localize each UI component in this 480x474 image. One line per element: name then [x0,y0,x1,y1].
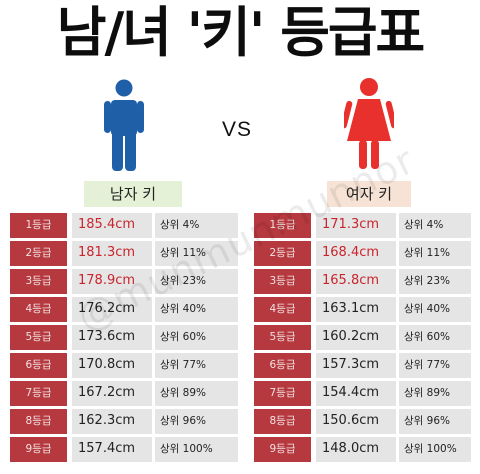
height-cell: 171.3cm [316,213,396,238]
height-cell: 154.4cm [316,381,396,406]
height-cell: 160.2cm [316,325,396,350]
percentile-cell: 상위 60% [399,325,471,350]
percentile-cell: 상위 4% [155,213,238,238]
grade-cell: 8등급 [10,409,67,434]
percentile-cell: 상위 11% [399,241,471,266]
man-figure-icon [104,79,144,171]
height-cell: 165.8cm [316,269,396,294]
percentile-cell: 상위 4% [399,213,471,238]
male-height-label: 남자 키 [84,181,182,207]
percentile-cell: 상위 40% [399,297,471,322]
height-cell: 163.1cm [316,297,396,322]
percentile-cell: 상위 100% [399,437,471,462]
percentile-cell: 상위 89% [155,381,238,406]
height-cell: 170.8cm [72,353,152,378]
grade-cell: 7등급 [254,381,311,406]
percentile-cell: 상위 40% [155,297,238,322]
grade-cell: 8등급 [254,409,311,434]
grade-cell: 9등급 [10,437,67,462]
grade-cell: 1등급 [254,213,311,238]
percentile-cell: 상위 96% [155,409,238,434]
height-cell: 157.4cm [72,437,152,462]
grade-cell: 7등급 [10,381,67,406]
percentile-cell: 상위 23% [155,269,238,294]
grade-cell: 3등급 [254,269,311,294]
percentile-cell: 상위 77% [399,353,471,378]
percentile-cell: 상위 96% [399,409,471,434]
percentile-cell: 상위 60% [155,325,238,350]
percentile-cell: 상위 77% [155,353,238,378]
height-cell: 185.4cm [72,213,152,238]
height-cell: 162.3cm [72,409,152,434]
grade-cell: 4등급 [10,297,67,322]
page-title: 남/녀 '키' 등급표 [56,1,425,64]
height-cell: 148.0cm [316,437,396,462]
grade-cell: 9등급 [254,437,311,462]
height-cell: 181.3cm [72,241,152,266]
grade-cell: 5등급 [254,325,311,350]
percentile-cell: 상위 23% [399,269,471,294]
height-cell: 157.3cm [316,353,396,378]
grade-cell: 4등급 [254,297,311,322]
grade-cell: 5등급 [10,325,67,350]
percentile-cell: 상위 11% [155,241,238,266]
grade-cell: 6등급 [10,353,67,378]
grade-cell: 2등급 [10,241,67,266]
woman-figure-icon [344,78,394,169]
grade-cell: 2등급 [254,241,311,266]
female-height-label: 여자 키 [327,181,411,207]
height-cell: 178.9cm [72,269,152,294]
percentile-cell: 상위 89% [399,381,471,406]
height-cell: 173.6cm [72,325,152,350]
grade-cell: 6등급 [254,353,311,378]
height-cell: 150.6cm [316,409,396,434]
height-cell: 176.2cm [72,297,152,322]
percentile-cell: 상위 100% [155,437,238,462]
grade-cell: 1등급 [10,213,67,238]
height-cell: 168.4cm [316,241,396,266]
vs-label: VS [222,118,253,141]
grade-cell: 3등급 [10,269,67,294]
height-cell: 167.2cm [72,381,152,406]
